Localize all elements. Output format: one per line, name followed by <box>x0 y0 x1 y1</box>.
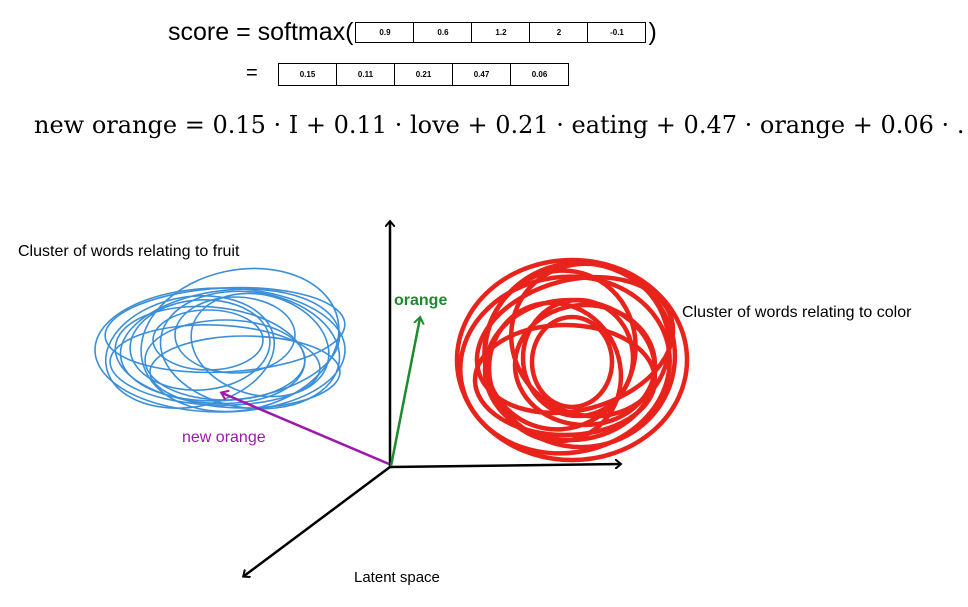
weights-vector: 0.15 0.11 0.21 0.47 0.06 <box>278 63 569 86</box>
score-cell: 0.9 <box>356 23 415 42</box>
weight-cell: 0.21 <box>395 64 453 85</box>
softmax-prefix: score = softmax( <box>168 18 354 46</box>
fruit-cluster-scribble <box>94 267 346 413</box>
weight-cell: 0.15 <box>279 64 337 85</box>
score-cell: 1.2 <box>472 23 531 42</box>
score-cell: -0.1 <box>610 28 624 37</box>
new-orange-vector-label: new orange <box>182 429 266 446</box>
z-axis <box>244 465 391 576</box>
orange-vector <box>389 318 420 467</box>
score-cell: 2 <box>530 23 589 42</box>
score-cell: 0.6 <box>414 23 473 42</box>
fruit-cluster-label: Cluster of words relating to fruit <box>18 243 240 260</box>
orange-vector-label: orange <box>394 292 448 309</box>
weight-cell: 0.06 <box>531 70 548 79</box>
color-cluster-label: Cluster of words relating to color <box>682 304 912 321</box>
weighted-sum-formula: new orange = 0.15 · I + 0.11 · love + 0.… <box>34 111 965 139</box>
new-orange-vector <box>222 393 390 466</box>
softmax-suffix: ) <box>648 18 657 46</box>
score-vector: 0.9 0.6 1.2 2 -0.1 <box>355 22 647 43</box>
weight-cell: 0.47 <box>453 64 511 85</box>
weight-cell: 0.11 <box>337 64 395 85</box>
latent-space-label: Latent space <box>354 569 440 586</box>
color-cluster-scribble <box>454 257 690 463</box>
x-axis <box>389 464 620 467</box>
equals-sign: = <box>246 62 258 84</box>
softmax-equation: score = softmax( 0.9 0.6 1.2 2 -0.1 ) <box>168 18 657 47</box>
